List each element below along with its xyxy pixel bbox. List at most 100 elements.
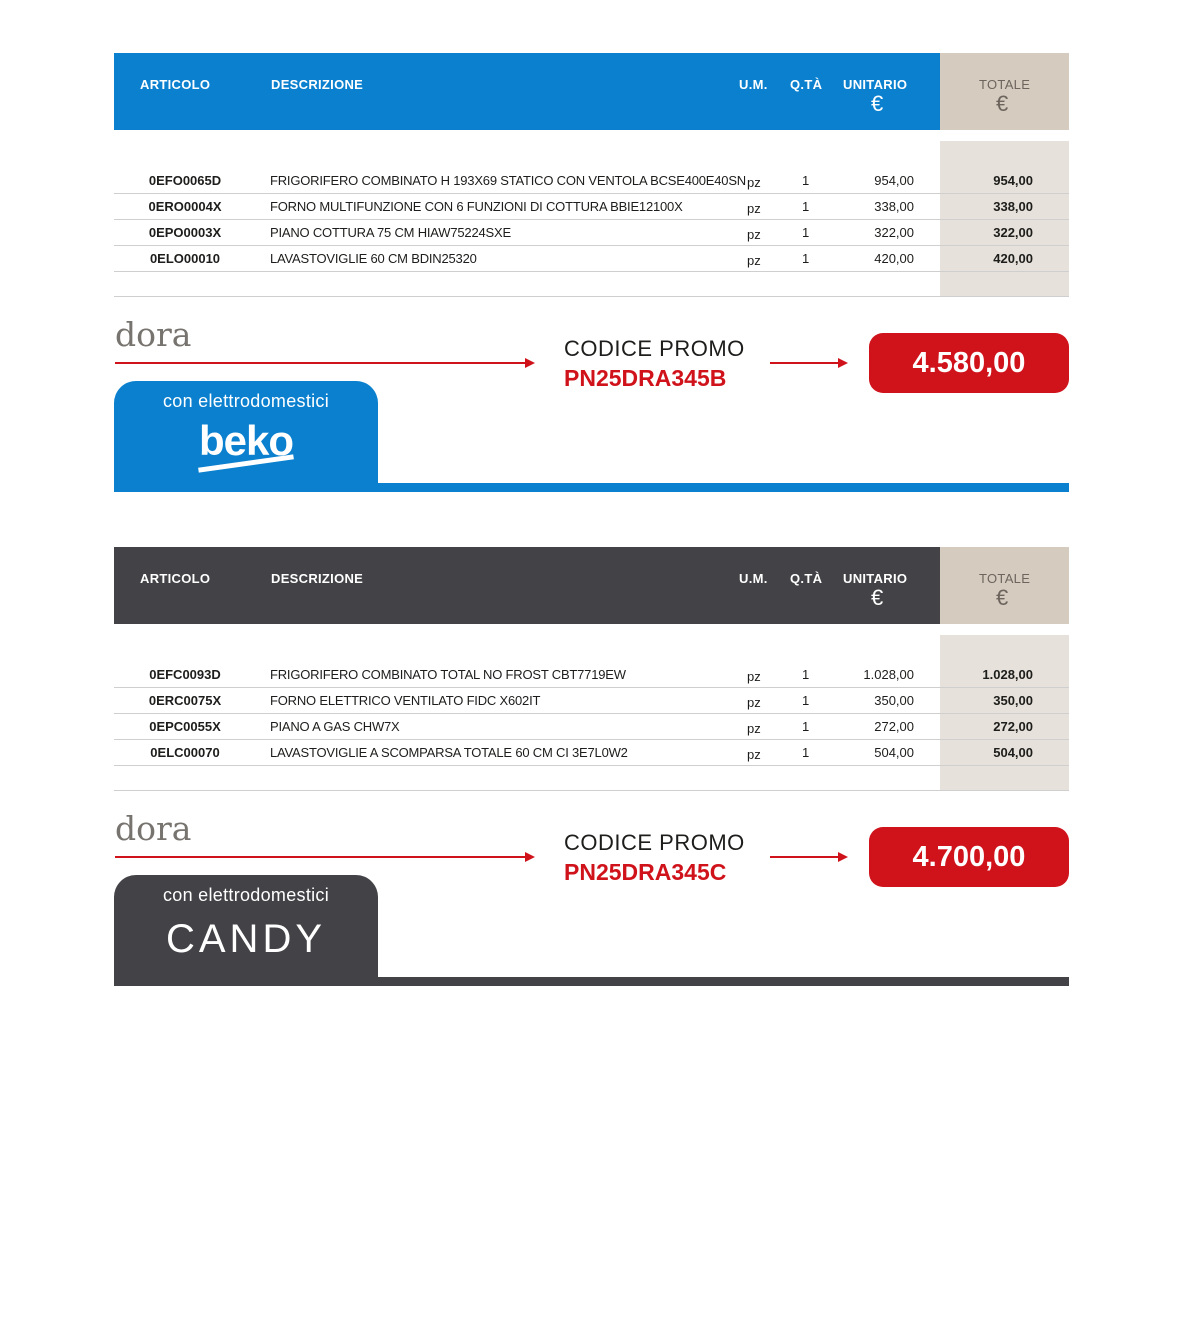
table-row: 0ERC0075X FORNO ELETTRICO VENTILATO FIDC …: [114, 687, 1069, 714]
table-header: ARTICOLO DESCRIZIONE U.M. Q.TÀ UNITARIO …: [114, 547, 940, 624]
cell-qta: 1: [802, 693, 810, 708]
cell-um: pz: [747, 747, 761, 762]
promo-code: PN25DRA345C: [564, 859, 727, 885]
cell-unitario: 504,00: [874, 745, 914, 760]
arrow-icon: [115, 358, 535, 368]
cell-um: pz: [747, 721, 761, 736]
arrow-icon: [770, 852, 848, 862]
header-totale-cell: TOTALE €: [940, 53, 1069, 130]
cell-um: pz: [747, 253, 761, 268]
brand-bar: [378, 483, 1069, 492]
arrow-icon: [770, 358, 848, 368]
cell-totale: 504,00: [993, 745, 1033, 760]
cell-um: pz: [747, 201, 761, 216]
cell-articolo: 0EFO0065D: [148, 173, 222, 188]
cell-unitario: 350,00: [874, 693, 914, 708]
promo-price: 4.700,00: [869, 827, 1069, 887]
table-row: 0EPC0055X PIANO A GAS CHW7X pz 1 272,00 272,0…: [114, 713, 1069, 740]
cell-qta: 1: [802, 199, 810, 214]
cell-qta: 1: [802, 225, 810, 240]
cell-totale: 272,00: [993, 719, 1033, 734]
brand-tab-label: con elettrodomestici: [162, 885, 330, 905]
header-totale: TOTALE: [979, 571, 1031, 586]
cell-descrizione: PIANO COTTURA 75 CM HIAW75224SXE: [270, 225, 511, 240]
header-articolo: ARTICOLO: [140, 77, 211, 92]
cell-articolo: 0ELC00070: [150, 745, 220, 760]
cell-totale: 420,00: [993, 251, 1033, 266]
table-row: 0EFC0093D FRIGORIFERO COMBINATO TOTAL NO …: [114, 661, 1069, 688]
cell-unitario: 954,00: [874, 173, 914, 188]
cell-articolo: 0EFC0093D: [149, 667, 221, 682]
brand-logo: CANDY: [165, 917, 327, 961]
header-descrizione: DESCRIZIONE: [271, 571, 364, 586]
promo-label: CODICE PROMO: [564, 336, 745, 361]
cell-articolo: 0EPO0003X: [148, 225, 222, 240]
brand-bar: [378, 977, 1069, 986]
cell-descrizione: PIANO A GAS CHW7X: [270, 719, 400, 734]
totale-column-bg: [940, 635, 1069, 790]
promo-code: PN25DRA345B: [564, 365, 727, 391]
cell-descrizione: FORNO MULTIFUNZIONE CON 6 FUNZIONI DI CO…: [270, 199, 683, 214]
cell-unitario: 420,00: [874, 251, 914, 266]
cell-qta: 1: [802, 667, 810, 682]
euro-icon: €: [871, 585, 884, 610]
cell-unitario: 1.028,00: [863, 667, 914, 682]
cell-qta: 1: [802, 745, 810, 760]
table-row: 0EPO0003X PIANO COTTURA 75 CM HIAW75224SX…: [114, 219, 1069, 246]
cell-um: pz: [747, 669, 761, 684]
cell-totale: 338,00: [993, 199, 1033, 214]
header-unitario: UNITARIO: [843, 77, 908, 92]
cell-descrizione: LAVASTOVIGLIE 60 CM BDIN25320: [270, 251, 477, 266]
brand-dora: dora: [115, 315, 192, 354]
offer-section: ARTICOLO DESCRIZIONE U.M. Q.TÀ UNITARIO …: [0, 53, 1189, 513]
table-row: 0ELC00070 LAVASTOVIGLIE A SCOMPARSA TOTAL…: [114, 739, 1069, 766]
header-totale-cell: TOTALE €: [940, 547, 1069, 624]
cell-um: pz: [747, 227, 761, 242]
cell-um: pz: [747, 695, 761, 710]
table-row: 0ELO00010 LAVASTOVIGLIE 60 CM BDIN25320 pz…: [114, 245, 1069, 272]
cell-descrizione: LAVASTOVIGLIE A SCOMPARSA TOTALE 60 CM C…: [270, 745, 628, 760]
cell-totale: 954,00: [993, 173, 1033, 188]
brand-logo: beko: [198, 417, 294, 464]
euro-icon: €: [996, 91, 1009, 116]
cell-unitario: 272,00: [874, 719, 914, 734]
brand-dora: dora: [115, 809, 192, 848]
cell-descrizione: FRIGORIFERO COMBINATO H 193X69 STATICO C…: [270, 173, 746, 188]
cell-articolo: 0EPC0055X: [149, 719, 221, 734]
totale-column-bg: [940, 141, 1069, 296]
cell-articolo: 0ELO00010: [149, 251, 221, 266]
cell-qta: 1: [802, 719, 810, 734]
cell-um: pz: [747, 175, 761, 190]
cell-descrizione: FRIGORIFERO COMBINATO TOTAL NO FROST CBT…: [270, 667, 626, 682]
offer-section: ARTICOLO DESCRIZIONE U.M. Q.TÀ UNITARIO …: [0, 547, 1189, 1007]
header-um: U.M.: [739, 77, 768, 92]
header-unitario: UNITARIO: [843, 571, 908, 586]
brand-tab: con elettrodomestici CANDY: [114, 875, 378, 986]
arrow-icon: [115, 852, 535, 862]
cell-qta: 1: [802, 251, 810, 266]
cell-descrizione: FORNO ELETTRICO VENTILATO FIDC X602IT: [270, 693, 541, 708]
header-qta: Q.TÀ: [790, 571, 823, 586]
header-articolo: ARTICOLO: [140, 571, 211, 586]
divider: [114, 790, 1069, 791]
cell-totale: 322,00: [993, 225, 1033, 240]
divider: [114, 296, 1069, 297]
euro-icon: €: [871, 91, 884, 116]
cell-totale: 1.028,00: [982, 667, 1033, 682]
header-um: U.M.: [739, 571, 768, 586]
cell-articolo: 0ERC0075X: [148, 693, 222, 708]
header-descrizione: DESCRIZIONE: [271, 77, 364, 92]
header-qta: Q.TÀ: [790, 77, 823, 92]
header-totale: TOTALE: [979, 77, 1031, 92]
cell-unitario: 338,00: [874, 199, 914, 214]
cell-totale: 350,00: [993, 693, 1033, 708]
euro-icon: €: [996, 585, 1009, 610]
cell-qta: 1: [802, 173, 810, 188]
promo-label: CODICE PROMO: [564, 830, 745, 855]
brand-tab: con elettrodomestici beko: [114, 381, 378, 492]
promo-price: 4.580,00: [869, 333, 1069, 393]
table-header: ARTICOLO DESCRIZIONE U.M. Q.TÀ UNITARIO …: [114, 53, 940, 130]
table-row: 0ERO0004X FORNO MULTIFUNZIONE CON 6 FUNZI…: [114, 193, 1069, 220]
brand-tab-label: con elettrodomestici: [162, 391, 330, 411]
cell-unitario: 322,00: [874, 225, 914, 240]
